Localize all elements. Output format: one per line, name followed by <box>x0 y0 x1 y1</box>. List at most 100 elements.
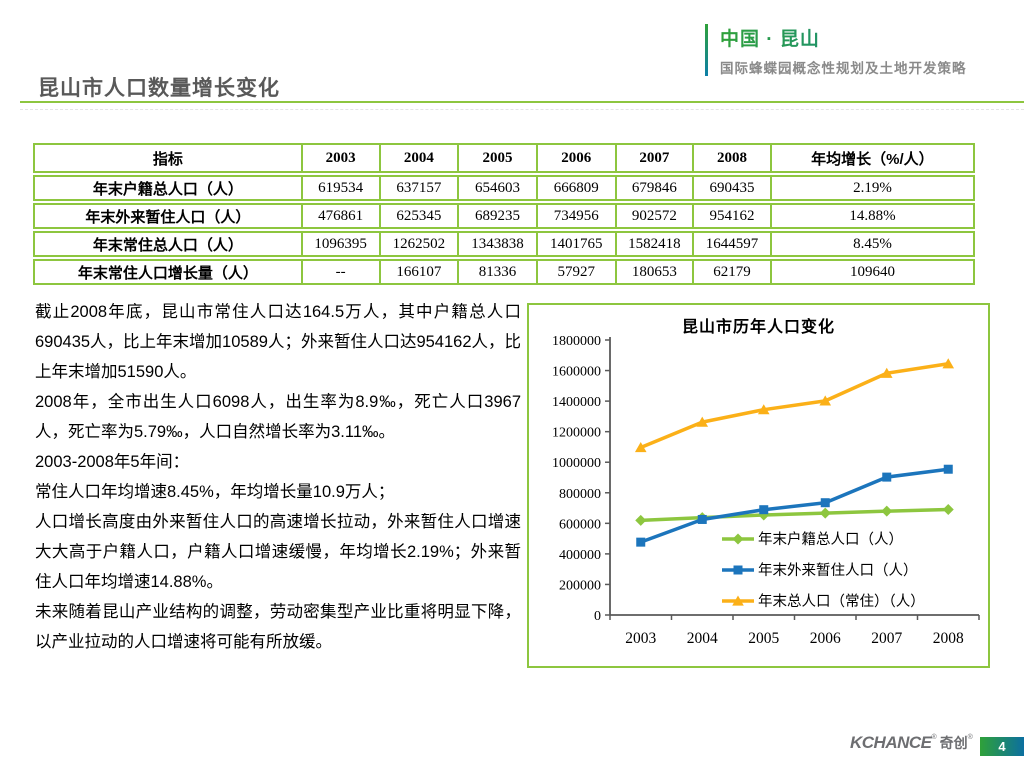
legend-label: 年末总人口（常住）（人） <box>758 593 925 610</box>
diamond-marker-icon <box>732 533 744 545</box>
table-header-cell: 指标 <box>152 150 183 168</box>
table-cell: 679846 <box>614 177 693 199</box>
square-marker-icon <box>882 472 892 482</box>
analysis-paragraph: 未来随着昆山产业结构的调整，劳动密集型产业比重将明显下降，以产业拉动的人口增速将… <box>35 603 521 651</box>
title-rule <box>20 101 1024 103</box>
page-title: 昆山市人口数量增长变化 <box>38 77 280 100</box>
triangle-marker-icon <box>696 416 709 427</box>
triangle-marker-icon <box>880 367 893 378</box>
square-marker-icon <box>733 565 743 575</box>
table-row: 年末常住总人口（人） 1096395 1262502 1343838 1401765 15… <box>33 231 975 257</box>
x-axis-tick-label: 2004 <box>687 630 718 647</box>
table-cell: 57927 <box>535 261 615 283</box>
diamond-marker-icon <box>881 505 893 517</box>
y-axis-tick-label: 1400000 <box>552 395 601 410</box>
y-axis-tick-label: 0 <box>594 609 601 624</box>
logo-cn-text: 奇创 <box>939 735 968 751</box>
population-chart: 0 200000 400000 600000 800000 1000000 1200000 1… <box>527 303 990 668</box>
y-axis-tick-label: 400000 <box>559 548 601 563</box>
brand-subtitle: 国际蜂蝶园概念性规划及土地开发策略 <box>720 61 967 76</box>
table-cell: 619534 <box>300 177 379 199</box>
population-chart-svg: 0 200000 400000 600000 800000 1000000 1200000 1… <box>552 334 980 647</box>
series-line <box>639 361 950 450</box>
y-axis-tick-label: 800000 <box>559 487 601 502</box>
triangle-marker-icon <box>757 404 770 415</box>
y-axis-tick-label: 1000000 <box>552 456 601 471</box>
table-row: 年末外来暂住人口（人） 476861 625345 689235 734956 90257… <box>33 203 975 229</box>
table-cell: 年末常住总人口（人） <box>92 236 243 254</box>
page-number-badge: 4 <box>980 737 1024 756</box>
registered-mark-icon: ® <box>931 734 937 741</box>
table-header-cell: 2006 <box>535 145 615 171</box>
triangle-marker-icon <box>942 358 955 369</box>
table-cell: 年末户籍总人口（人） <box>92 180 243 198</box>
table-cell: 625345 <box>378 205 458 227</box>
table-cell: 2.19% <box>769 177 973 199</box>
table-cell: 14.88% <box>769 205 973 227</box>
table-row: 年末常住人口增长量（人） -- 166107 81336 57927 180653 6217… <box>33 259 975 285</box>
x-axis-tick-label: 2006 <box>810 630 841 647</box>
brand-block: 中国 · 昆山 国际蜂蝶园概念性规划及土地开发策略 <box>705 24 967 77</box>
table-cell: 1096395 <box>300 233 379 255</box>
table-cell: 654603 <box>457 177 536 199</box>
square-marker-icon <box>943 464 953 474</box>
table-cell: 734956 <box>535 205 615 227</box>
registered-mark-icon: ® <box>967 734 973 741</box>
y-axis-tick-label: 200000 <box>559 578 601 593</box>
table-header-cell: 2008 <box>692 145 770 171</box>
table-header-cell: 2004 <box>378 145 458 171</box>
table-cell: 954162 <box>692 205 770 227</box>
table-cell: 1262502 <box>378 233 458 255</box>
table-cell: 109640 <box>769 261 973 283</box>
brand-accent-bar <box>705 24 708 76</box>
table-cell: 180653 <box>614 261 693 283</box>
table-header-cell: 2003 <box>300 145 379 171</box>
triangle-marker-icon <box>634 441 647 453</box>
table-cell: -- <box>300 261 379 283</box>
y-axis-tick-label: 600000 <box>559 517 601 532</box>
title-rule-dashed <box>20 109 1024 110</box>
x-axis-tick-label: 2007 <box>871 630 902 647</box>
table-cell: 1582418 <box>614 233 693 255</box>
table-cell: 1343838 <box>457 233 536 255</box>
x-axis-tick-label: 2008 <box>933 630 964 647</box>
diamond-marker-icon <box>942 504 954 516</box>
legend-label: 年末外来暂住人口（人） <box>758 562 918 579</box>
population-table: 指标 2003 2004 2005 2006 2007 2008 年均增长（%/人） 年末户籍总… <box>33 143 975 287</box>
table-cell: 年末常住人口增长量（人） <box>77 264 258 282</box>
table-header-cell: 2007 <box>614 145 693 171</box>
series-line <box>639 467 950 544</box>
table-cell: 8.45% <box>769 233 973 255</box>
analysis-paragraph: 截止2008年底，昆山市常住人口达164.5万人，其中户籍总人口 690435人… <box>35 303 522 381</box>
table-cell: 666809 <box>535 177 615 199</box>
table-cell: 1401765 <box>535 233 615 255</box>
diamond-marker-icon <box>819 507 831 519</box>
table-row: 年末户籍总人口（人） 619534 637157 654603 666809 679846… <box>33 175 975 201</box>
table-cell: 166107 <box>378 261 458 283</box>
table-cell: 637157 <box>378 177 458 199</box>
table-header-cell: 年均增长（%/人） <box>769 145 973 171</box>
square-marker-icon <box>759 505 769 515</box>
table-cell: 476861 <box>300 205 379 227</box>
square-marker-icon <box>820 498 830 508</box>
y-axis-tick-label: 1200000 <box>552 426 601 441</box>
square-marker-icon <box>697 514 707 524</box>
logo-en-text: KCHANCE <box>850 733 932 752</box>
table-header-row: 指标 2003 2004 2005 2006 2007 2008 年均增长（%/人） <box>33 143 975 173</box>
diamond-marker-icon <box>635 514 647 526</box>
triangle-marker-icon <box>819 395 832 406</box>
table-cell: 1644597 <box>692 233 770 255</box>
analysis-paragraph: 2008年，全市出生人口6098人，出生率为8.9‰，死亡人口3967人，死亡率… <box>35 393 521 441</box>
analysis-paragraph: 常住人口年均增速8.45%，年均增长量10.9万人； <box>35 483 395 501</box>
brand-title: 中国 · 昆山 <box>720 24 967 51</box>
table-cell: 62179 <box>692 261 770 283</box>
y-axis-tick-label: 1800000 <box>552 334 601 349</box>
y-axis-tick-label: 1600000 <box>552 365 601 380</box>
chart-title: 昆山市历年人口变化 <box>681 319 835 336</box>
square-marker-icon <box>636 537 646 547</box>
page-number: 4 <box>998 739 1006 754</box>
table-header-cell: 2005 <box>457 145 536 171</box>
table-cell: 902572 <box>614 205 693 227</box>
triangle-marker-icon <box>732 595 744 606</box>
